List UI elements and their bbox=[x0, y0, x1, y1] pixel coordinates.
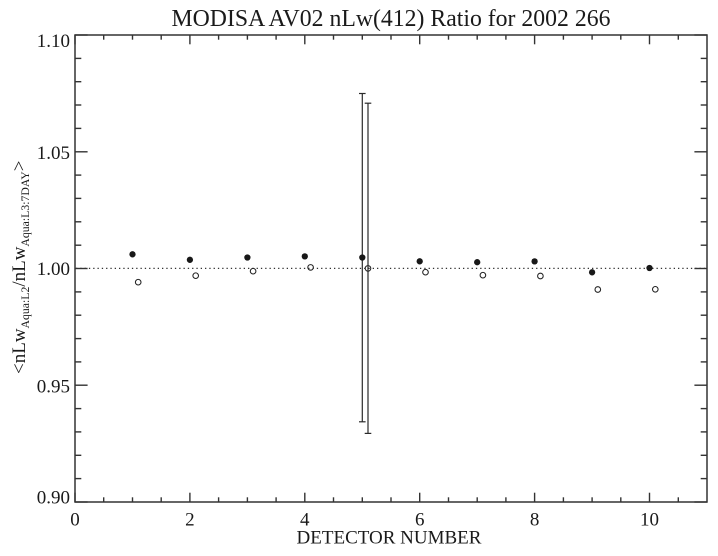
svg-text:MODISA AV02 nLw(412) Ratio for: MODISA AV02 nLw(412) Ratio for 2002 266 bbox=[172, 6, 611, 32]
svg-text:4: 4 bbox=[300, 510, 310, 531]
svg-text:0.90: 0.90 bbox=[37, 487, 70, 508]
svg-text:1.05: 1.05 bbox=[37, 143, 70, 164]
svg-text:6: 6 bbox=[415, 510, 425, 531]
svg-text:10: 10 bbox=[640, 510, 659, 531]
svg-text:0.95: 0.95 bbox=[37, 377, 70, 398]
svg-text:1.10: 1.10 bbox=[37, 31, 70, 52]
svg-text:DETECTOR NUMBER: DETECTOR NUMBER bbox=[297, 528, 482, 549]
svg-text:8: 8 bbox=[530, 510, 540, 531]
svg-text:1.00: 1.00 bbox=[37, 259, 70, 280]
svg-text:0: 0 bbox=[70, 510, 80, 531]
svg-text:2: 2 bbox=[185, 510, 195, 531]
